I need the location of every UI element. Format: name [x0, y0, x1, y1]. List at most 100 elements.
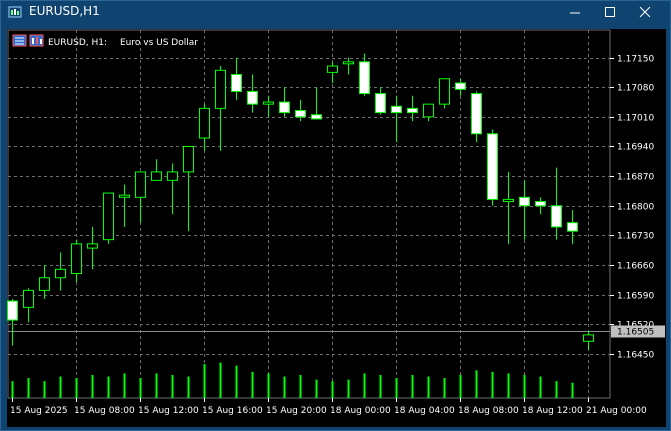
candle-body [583, 334, 594, 342]
candle-body [55, 268, 66, 279]
candle [391, 95, 402, 143]
candle-body [215, 69, 226, 109]
title-bar[interactable]: EURUSD,H1 [1, 1, 670, 23]
candle-body [567, 222, 578, 232]
candle-body [279, 101, 290, 114]
candle [311, 87, 322, 120]
candle [407, 95, 418, 122]
candle [135, 171, 146, 223]
candle [55, 252, 66, 291]
candle [167, 163, 178, 215]
candle-body [87, 243, 98, 249]
time-axis[interactable]: 15 Aug 2025 15 Aug 08:00 15 Aug 12:00 15 Au… [10, 398, 647, 416]
candle-body [375, 93, 386, 114]
grid [7, 29, 611, 399]
candle-body [359, 61, 370, 95]
candle [455, 78, 466, 96]
candle [23, 288, 34, 323]
candle [471, 91, 482, 143]
price-axis[interactable]: 1.17150 1.17080 1.17010 1.16940 1.16870 1.168… [610, 55, 665, 361]
maximize-button[interactable] [593, 1, 627, 23]
time-tick-label: 21 Aug 00:00 [586, 406, 647, 416]
candle [583, 330, 594, 350]
plot-border [7, 29, 611, 399]
candle-body [135, 171, 146, 198]
candle [103, 192, 114, 244]
close-icon [639, 6, 651, 18]
candle [199, 104, 210, 151]
chart-window-icon [8, 6, 22, 18]
candle [71, 239, 82, 282]
indicator-list-icon[interactable] [12, 34, 27, 47]
time-tick-label: 18 Aug 12:00 [522, 406, 583, 416]
price-tick-label: 1.16940 [617, 143, 654, 153]
price-tick-label: 1.16590 [617, 292, 654, 302]
candle-body [231, 74, 242, 92]
objects-list-icon[interactable] [29, 34, 44, 47]
candle-body [247, 90, 258, 105]
candle-body [503, 198, 514, 203]
candle-body [391, 105, 402, 114]
time-tick-label: 15 Aug 08:00 [74, 406, 135, 416]
chart-area[interactable]: 1.17150 1.17080 1.17010 1.16940 1.16870 1.168… [7, 29, 666, 427]
candle [231, 57, 242, 100]
candle-body [263, 101, 274, 105]
candle [567, 210, 578, 244]
candle [375, 87, 386, 115]
price-tick-label: 1.17010 [617, 114, 654, 124]
price-tick-label: 1.17150 [617, 55, 654, 65]
candle [7, 298, 18, 346]
minimize-button[interactable] [558, 1, 592, 23]
candle-body [327, 65, 338, 73]
time-tick-label: 15 Aug 2025 [10, 406, 68, 416]
candle-body [119, 194, 130, 198]
candle-body [39, 277, 50, 291]
time-tick-label: 18 Aug 04:00 [394, 406, 455, 416]
candle [487, 129, 498, 206]
time-tick-label: 15 Aug 20:00 [266, 406, 327, 416]
candle-body [167, 171, 178, 181]
minimize-icon [570, 12, 580, 14]
time-tick-label: 15 Aug 12:00 [138, 406, 199, 416]
candle-body [455, 82, 466, 90]
candle [327, 61, 338, 83]
candle-body [295, 110, 306, 118]
time-tick-label: 18 Aug 08:00 [458, 406, 519, 416]
price-tick-label: 1.16870 [617, 173, 654, 183]
candle-body [423, 103, 434, 118]
volume-bars [11, 362, 574, 398]
candle-body [343, 61, 354, 65]
candle [359, 53, 370, 96]
candle [247, 74, 258, 113]
candle-body [7, 300, 18, 321]
candle-body [535, 201, 546, 207]
candle-body [551, 205, 562, 228]
close-button[interactable] [628, 1, 662, 23]
candles [7, 53, 594, 350]
price-tick-label: 1.16450 [617, 351, 654, 361]
window-title: EURUSD,H1 [29, 4, 100, 18]
price-tick-label: 1.16730 [617, 232, 654, 242]
candle-body [519, 196, 530, 207]
price-tick-label: 1.16800 [617, 203, 654, 213]
candle [551, 167, 562, 240]
price-chart[interactable]: 1.17150 1.17080 1.17010 1.16940 1.16870 1.168… [7, 29, 666, 427]
candle [39, 265, 50, 299]
candle [87, 226, 98, 270]
candle-body [199, 107, 210, 139]
candle-body [183, 145, 194, 173]
candle-body [23, 289, 34, 308]
candle [119, 184, 130, 227]
candle-body [487, 133, 498, 200]
candle [151, 159, 162, 181]
price-tick-label: 1.16660 [617, 262, 654, 272]
time-tick-label: 15 Aug 16:00 [202, 406, 263, 416]
symbol-description: Euro vs US Dollar [120, 38, 198, 48]
candle-body [471, 93, 482, 135]
candle [279, 87, 290, 117]
candle [519, 180, 530, 240]
maximize-icon [605, 7, 615, 17]
candle [295, 99, 306, 122]
candle-body [71, 243, 82, 275]
